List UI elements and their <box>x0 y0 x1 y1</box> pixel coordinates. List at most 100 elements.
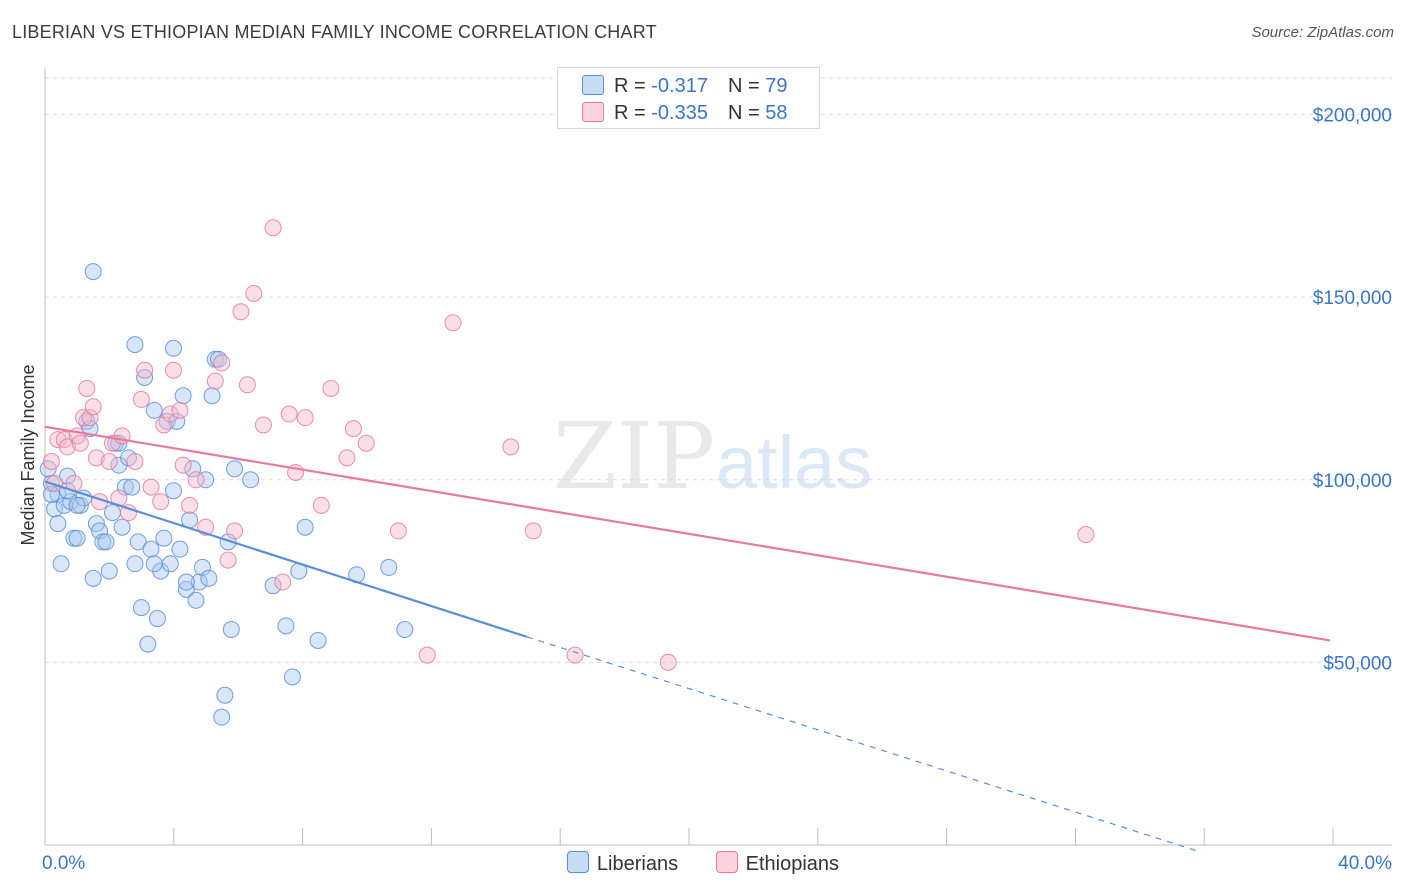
data-point-ethiopians <box>659 653 677 671</box>
data-point-ethiopians <box>206 372 224 390</box>
data-point-ethiopians <box>81 409 99 427</box>
y-tick-label: $50,000 <box>1323 653 1392 674</box>
data-point-liberians <box>136 368 154 386</box>
data-point-liberians <box>152 562 170 580</box>
watermark-atlas: atlas <box>716 421 872 504</box>
data-point-ethiopians <box>296 409 314 427</box>
legend-row-liberians: R = -0.317 N = 79 <box>582 75 787 98</box>
data-point-ethiopians <box>357 434 375 452</box>
trend-line-extension-liberians <box>526 636 1202 853</box>
data-point-ethiopians <box>42 453 60 470</box>
data-point-liberians <box>242 471 260 489</box>
data-point-liberians <box>155 529 173 547</box>
data-point-liberians <box>68 529 86 547</box>
data-point-liberians <box>396 621 414 639</box>
data-point-ethiopians <box>49 431 67 449</box>
data-point-liberians <box>193 558 211 576</box>
data-point-ethiopians <box>254 416 272 434</box>
data-point-ethiopians <box>84 398 102 416</box>
bottom-legend-ethiopians: Ethiopians <box>715 851 839 876</box>
data-point-ethiopians <box>187 471 205 489</box>
data-point-liberians <box>197 471 215 489</box>
chart-title: LIBERIAN VS ETHIOPIAN MEDIAN FAMILY INCO… <box>12 22 657 42</box>
x-tick-label-max: 40.0% <box>1338 853 1392 874</box>
y-tick-label: $150,000 <box>1313 288 1392 309</box>
bottom-legend-swatch-ethiopians <box>715 851 738 873</box>
legend-n-value-ethiopians: 58 <box>765 102 788 124</box>
legend-row-ethiopians: R = -0.335 N = 58 <box>582 102 787 125</box>
legend-n-value-liberians: 79 <box>765 75 788 97</box>
data-point-liberians <box>145 401 163 419</box>
data-point-ethiopians <box>71 434 89 452</box>
data-point-ethiopians <box>418 646 436 664</box>
data-point-ethiopians <box>78 379 96 397</box>
data-point-ethiopians <box>566 646 584 664</box>
x-tick-label-min: 0.0% <box>42 853 85 874</box>
data-point-liberians <box>139 635 157 653</box>
watermark-zip: ZIP <box>553 403 715 510</box>
data-point-ethiopians <box>219 551 237 569</box>
source-label: Source: ZipAtlas.com <box>1251 24 1394 41</box>
data-points <box>39 219 1095 726</box>
data-point-liberians <box>165 339 182 357</box>
data-point-liberians <box>46 500 64 518</box>
data-point-liberians <box>97 533 115 551</box>
data-point-ethiopians <box>280 405 298 423</box>
data-point-ethiopians <box>245 284 263 302</box>
data-point-ethiopians <box>46 474 64 492</box>
y-axis-label: Median Family Income <box>18 364 38 545</box>
data-point-ethiopians <box>155 416 173 434</box>
data-point-ethiopians <box>312 496 330 514</box>
data-point-ethiopians <box>142 478 160 496</box>
data-point-liberians <box>168 412 186 430</box>
data-point-liberians <box>84 263 102 281</box>
data-point-liberians <box>91 522 109 540</box>
data-point-ethiopians <box>524 522 542 540</box>
data-point-liberians <box>184 460 202 478</box>
data-point-ethiopians <box>75 409 93 427</box>
data-point-liberians <box>203 387 221 405</box>
data-point-liberians <box>68 496 86 514</box>
data-point-ethiopians <box>264 219 282 237</box>
data-point-ethiopians <box>226 522 244 540</box>
data-point-liberians <box>75 489 93 507</box>
data-point-liberians <box>380 558 398 576</box>
data-point-ethiopians <box>132 390 150 408</box>
trend-line-liberians <box>44 480 528 638</box>
data-point-ethiopians <box>338 449 356 467</box>
legend-r-value-ethiopians: -0.335 <box>651 102 708 124</box>
y-tick-label: $100,000 <box>1313 471 1392 492</box>
data-point-ethiopians <box>322 379 340 397</box>
trend-line-ethiopians <box>44 425 1331 642</box>
data-point-ethiopians <box>1077 526 1095 544</box>
data-point-ethiopians <box>171 401 189 419</box>
data-point-liberians <box>148 610 166 628</box>
data-point-ethiopians <box>181 496 199 514</box>
data-point-liberians <box>277 617 295 635</box>
data-point-liberians <box>174 387 192 405</box>
data-point-liberians <box>113 518 131 536</box>
data-point-liberians <box>123 478 141 496</box>
data-point-liberians <box>226 460 244 478</box>
data-point-liberians <box>58 467 76 485</box>
data-point-ethiopians <box>232 303 250 321</box>
bottom-legend-liberians: Liberians <box>566 851 678 876</box>
watermark: ZIP atlas <box>553 403 872 510</box>
data-point-ethiopians <box>165 361 182 379</box>
data-point-ethiopians <box>136 361 154 379</box>
tick-labels: $50,000 $100,000 $150,000 $200,000 0.0% 40.0% <box>42 106 1392 874</box>
data-point-ethiopians <box>213 354 231 372</box>
data-point-ethiopians <box>174 456 192 474</box>
data-point-ethiopians <box>58 438 76 456</box>
data-point-liberians <box>132 599 150 617</box>
bottom-legend: Liberians Ethiopians <box>0 851 1406 876</box>
data-point-liberians <box>264 577 282 595</box>
data-point-liberians <box>49 515 67 533</box>
data-point-liberians <box>129 533 147 551</box>
data-point-liberians <box>213 708 231 726</box>
data-point-ethiopians <box>238 376 256 394</box>
data-point-liberians <box>103 504 121 522</box>
data-point-liberians <box>116 478 134 496</box>
trend-lines <box>44 425 1331 853</box>
